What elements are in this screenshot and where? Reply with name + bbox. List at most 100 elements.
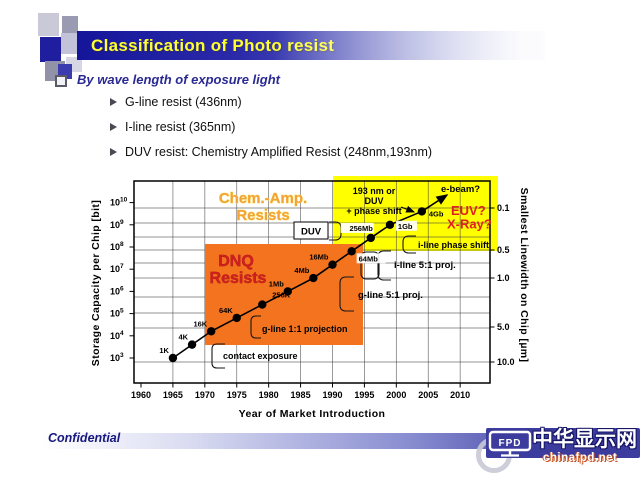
arrow-193nm	[400, 205, 416, 213]
confidential-label: Confidential	[48, 431, 121, 445]
data-point	[187, 340, 197, 349]
data-point	[328, 260, 337, 269]
y-left-tick-label: 1010	[110, 197, 128, 208]
deco-square	[38, 13, 59, 36]
data-point	[168, 353, 178, 363]
label-contact-exposure: contact exposure	[223, 351, 298, 361]
data-point	[366, 233, 375, 243]
y-left-axis-title: Storage Capacity per Chip [bit]	[90, 200, 102, 366]
label-g-line-51: g-line 5:1 proj.	[358, 290, 423, 301]
label-x-ray: X-Ray?	[447, 217, 492, 232]
point-label: 1Mb	[269, 279, 284, 288]
deco-square	[62, 16, 78, 33]
bracket-g-line-51	[339, 276, 354, 312]
x-tick-label: 2005	[418, 390, 438, 400]
monitor-icon: FPD	[488, 430, 532, 457]
arrow-bullet-icon	[110, 123, 117, 131]
square-bullet-icon	[55, 75, 67, 87]
point-label: 4Mb	[294, 266, 309, 275]
dnq-label-line2: Resists	[210, 270, 267, 287]
point-label: 256Mb	[349, 224, 373, 233]
point-label: 16Mb	[309, 253, 329, 262]
sub-bullet-i-line: I-line resist (365nm)	[110, 120, 235, 134]
x-tick-label: 1985	[291, 390, 311, 400]
deco-square	[40, 37, 61, 62]
arrow-bullet-icon	[110, 98, 117, 106]
chem-amp-label-line2: Resists	[236, 207, 289, 224]
bracket-i-line-51	[377, 250, 391, 281]
title-bar: Classification of Photo resist	[77, 31, 545, 60]
y-left-tick-label: 108	[110, 241, 124, 252]
label-g-line-11: g-line 1:1 projection	[262, 324, 348, 334]
label-i-line-ps: i-line phase shift	[418, 240, 489, 250]
point-label: 256K	[272, 291, 291, 300]
label-i-line-51: i-line 5:1 proj.	[394, 260, 456, 271]
data-point	[283, 287, 293, 296]
logo-chinese-text: 中华显示网	[532, 428, 637, 451]
bracket-g-line-11	[250, 315, 261, 339]
y-left-tick-label: 105	[110, 308, 124, 319]
point-label: 1Gb	[398, 222, 413, 231]
x-tick-label: 2010	[450, 390, 470, 400]
y-left-tick-label: 106	[110, 285, 124, 296]
chem-amp-label-line1: Chem.-Amp.	[219, 190, 307, 207]
sub-bullet-text: DUV resist: Chemistry Amplified Resist (…	[125, 145, 433, 159]
x-tick-label: 1990	[322, 390, 342, 400]
label-duv: DUV	[301, 227, 322, 238]
label-193nm-line1: 193 nm or	[353, 186, 396, 196]
x-tick-label: 1975	[227, 390, 247, 400]
x-tick-label: 2000	[386, 390, 406, 400]
bullet-text: By wave length of exposure light	[77, 72, 280, 87]
y-left-tick-label: 109	[110, 219, 124, 230]
x-tick-label: 1980	[259, 390, 279, 400]
y-right-tick-label: 10.0	[497, 357, 515, 367]
data-point	[309, 273, 318, 283]
bracket-i-line-ps	[402, 235, 416, 254]
sub-bullet-g-line: G-line resist (436nm)	[110, 95, 242, 109]
data-point	[232, 313, 241, 323]
x-tick-label: 1970	[195, 390, 215, 400]
data-point	[347, 247, 356, 256]
arrow-bullet-icon	[110, 148, 117, 156]
point-label: 4Gb	[429, 209, 444, 218]
y-left-tick-label: 107	[110, 263, 124, 274]
point-label: 64Mb	[359, 254, 379, 263]
label-193nm-line2: DUV	[364, 196, 383, 206]
point-label: 16K	[193, 319, 207, 328]
chart-svg: Chem.-Amp. Resists DNQ Resists contact e…	[90, 176, 530, 420]
data-point	[385, 220, 395, 229]
point-label: 4K	[178, 333, 188, 342]
y-left-tick-label: 104	[110, 330, 124, 341]
slide-title: Classification of Photo resist	[91, 36, 335, 55]
logo-monitor-text: FPD	[499, 438, 522, 449]
point-label: 64K	[219, 306, 233, 315]
x-tick-label: 1995	[354, 390, 374, 400]
y-right-tick-label: 0.5	[497, 245, 510, 255]
point-label-box	[340, 222, 374, 233]
trend-arrow	[421, 194, 449, 213]
bracket-contact-exposure	[211, 343, 225, 369]
dnq-label-line1: DNQ	[218, 253, 254, 270]
y-right-axis-title: Smallest Linewidth on Chip [µm]	[518, 188, 530, 363]
y-right-tick-label: 1.0	[497, 273, 510, 283]
sub-bullet-text: I-line resist (365nm)	[125, 120, 236, 134]
point-label-box	[356, 253, 386, 264]
duv-label-box	[293, 221, 329, 240]
axis-ticks: 1960 1965 1970 1975 1980 1985 1990 1995 2000 2005…	[110, 197, 515, 400]
deco-square	[61, 33, 79, 54]
x-tick-label: 1960	[131, 390, 151, 400]
point-label-box	[395, 220, 417, 231]
y-right-tick-label: 5.0	[497, 322, 510, 332]
data-point	[258, 300, 267, 309]
label-euv: EUV?	[451, 203, 486, 218]
data-point	[417, 207, 427, 216]
sub-bullet-duv: DUV resist: Chemistry Amplified Resist (…	[110, 145, 432, 159]
label-e-beam: e-beam?	[441, 184, 480, 195]
x-tick-label: 1965	[163, 390, 183, 400]
y-right-tick-label: 0.1	[497, 203, 510, 213]
plot-border	[133, 180, 491, 384]
logo-url-text: chinafpd.net	[543, 452, 618, 464]
x-axis-title: Year of Market Introduction	[239, 408, 386, 420]
y-left-tick-label: 103	[110, 352, 124, 363]
